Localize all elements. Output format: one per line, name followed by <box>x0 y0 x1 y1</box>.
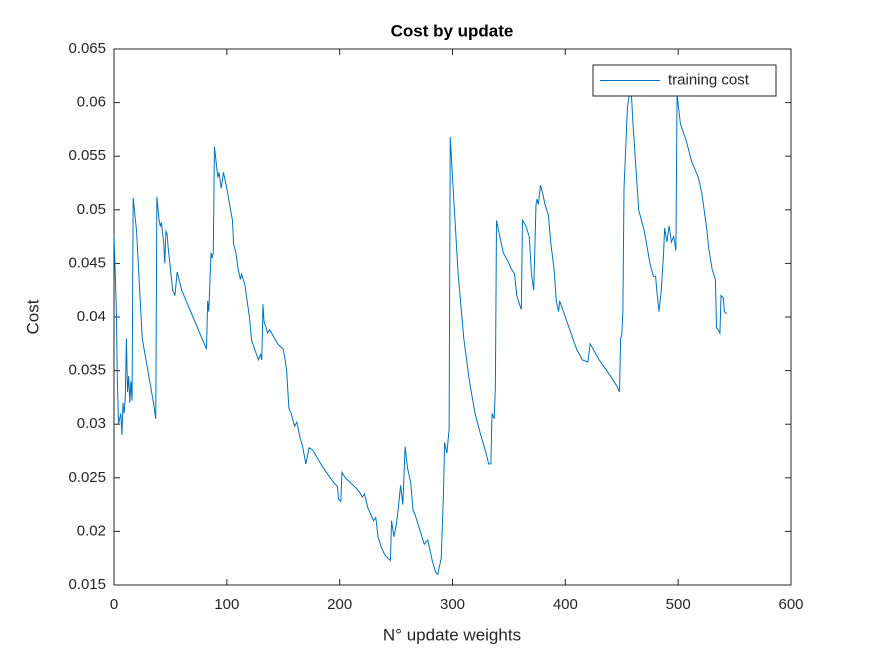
y-tick-label: 0.045 <box>68 254 106 271</box>
y-tick-label: 0.02 <box>77 522 106 539</box>
y-tick-label: 0.06 <box>77 94 106 111</box>
x-tick-label: 100 <box>214 596 239 613</box>
data-line <box>113 83 728 576</box>
y-tick-label: 0.04 <box>77 308 106 325</box>
x-tick-label: 500 <box>666 596 691 613</box>
y-axis-label: Cost <box>23 299 42 334</box>
y-tick-label: 0.065 <box>68 40 106 57</box>
axes-box <box>113 48 792 586</box>
y-tick-label: 0.035 <box>68 362 106 379</box>
y-tick-label: 0.055 <box>68 147 106 164</box>
y-tick-label: 0.03 <box>77 415 106 432</box>
y-tick-label: 0.025 <box>68 469 106 486</box>
x-tick-label: 0 <box>110 596 118 613</box>
x-tick-label: 300 <box>440 596 465 613</box>
plot-area <box>114 49 791 585</box>
x-tick-label: 400 <box>553 596 578 613</box>
legend-label: training cost <box>668 71 750 88</box>
y-tick-label: 0.05 <box>77 201 106 218</box>
chart-title: Cost by update <box>391 21 514 40</box>
y-tick-label: 0.015 <box>68 576 106 593</box>
x-tick-label: 200 <box>327 596 352 613</box>
x-tick-label: 600 <box>778 596 803 613</box>
x-axis-label: N° update weights <box>383 625 521 644</box>
